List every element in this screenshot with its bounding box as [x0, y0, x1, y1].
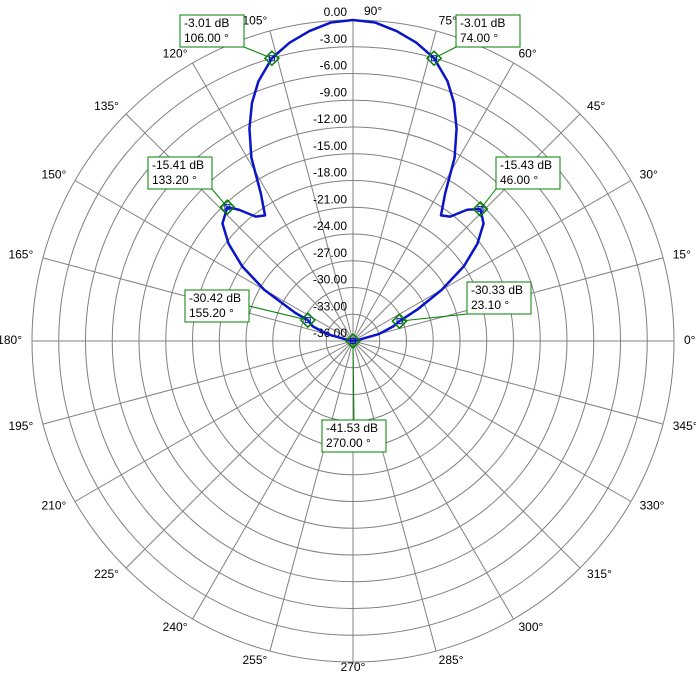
grid-spoke	[192, 340, 354, 620]
angle-label: 180°	[0, 333, 22, 347]
marker-center	[304, 317, 311, 324]
grid-spoke	[352, 113, 581, 342]
marker	[219, 199, 236, 216]
marker-center	[477, 206, 484, 213]
angle-label: 240°	[163, 620, 188, 634]
marker-center	[224, 204, 231, 211]
marker-box	[184, 289, 250, 323]
r-tick-label: -33.00	[313, 299, 347, 313]
r-tick-label: -15.00	[313, 139, 347, 153]
marker	[426, 50, 443, 67]
angle-label: 300°	[519, 620, 544, 634]
r-tick-label: -21.00	[313, 192, 347, 206]
r-tick-label: -12.00	[313, 112, 347, 126]
angle-label: 165°	[8, 248, 33, 262]
r-tick-label: -27.00	[313, 246, 347, 260]
marker-center	[396, 318, 403, 325]
angle-label: 255°	[243, 653, 268, 667]
grid-spoke	[352, 340, 632, 502]
marker-angle-label: 270.00 °	[326, 436, 371, 450]
marker-db-label: -30.33 dB	[471, 283, 523, 297]
marker-angle-label: 133.20 °	[152, 173, 197, 187]
grid-spoke	[269, 30, 354, 342]
marker	[263, 50, 280, 67]
marker-leader	[352, 340, 355, 421]
angle-label: 75°	[439, 13, 457, 27]
grid-spoke	[352, 340, 581, 569]
marker-box	[321, 419, 387, 453]
angle-label: 0°	[684, 333, 696, 347]
marker-center	[268, 55, 275, 62]
r-tick-label: -6.00	[320, 59, 348, 73]
grid-spoke	[269, 340, 354, 652]
marker	[391, 313, 408, 330]
angle-label: 15°	[673, 248, 691, 262]
marker-db-label: -30.42 dB	[189, 291, 241, 305]
r-tick-label: -9.00	[320, 85, 348, 99]
r-tick-label: -30.00	[313, 273, 347, 287]
angle-label: 120°	[163, 47, 188, 61]
marker-center	[431, 55, 438, 62]
marker-angle-label: 155.20 °	[189, 306, 234, 320]
grid-spoke	[352, 340, 437, 652]
marker	[299, 312, 316, 329]
r-tick-label: 0.00	[324, 5, 348, 19]
grid-spoke	[352, 340, 514, 620]
grid-spoke	[74, 340, 354, 502]
marker-db-label: -15.43 dB	[500, 158, 552, 172]
angle-label: 90°	[364, 4, 382, 18]
grid-spoke	[352, 62, 514, 342]
angle-label: 45°	[587, 99, 605, 113]
marker-box	[147, 156, 213, 190]
angle-label: 135°	[94, 99, 119, 113]
r-tick-label: -18.00	[313, 166, 347, 180]
marker-db-label: -3.01 dB	[184, 16, 229, 30]
angle-label: 105°	[243, 13, 268, 27]
grid-spoke	[352, 180, 632, 342]
angle-label: 30°	[640, 168, 658, 182]
grid-spoke	[352, 340, 664, 425]
grid-spoke	[192, 62, 354, 342]
angle-label: 285°	[439, 653, 464, 667]
marker-db-label: -41.53 dB	[326, 421, 378, 435]
marker-box	[179, 14, 245, 48]
marker-center	[350, 338, 356, 344]
marker-angle-label: 74.00 °	[460, 31, 498, 45]
marker-angle-label: 23.10 °	[471, 298, 509, 312]
grid-spoke	[42, 340, 354, 425]
angle-label: 270°	[341, 660, 366, 674]
marker	[472, 201, 489, 218]
marker-leader	[243, 46, 273, 59]
angle-label: 60°	[519, 47, 537, 61]
marker-leader	[248, 305, 308, 321]
marker-leader	[211, 188, 228, 208]
r-tick-label: -24.00	[313, 219, 347, 233]
pattern-line	[221, 18, 485, 343]
angle-label: 225°	[94, 567, 119, 581]
marker-box	[455, 14, 521, 48]
r-tick-label: -3.00	[320, 32, 348, 46]
angle-label: 345°	[673, 419, 696, 433]
angle-label: 210°	[42, 499, 67, 513]
angle-label: 315°	[587, 567, 612, 581]
marker-box	[495, 156, 561, 190]
marker-leader	[433, 46, 457, 59]
grid-spoke	[125, 113, 354, 342]
grid-spoke	[352, 30, 437, 342]
angle-label: 330°	[640, 499, 665, 513]
grid-spoke	[125, 340, 354, 569]
marker-db-label: -15.41 dB	[152, 158, 204, 172]
marker-angle-label: 46.00 °	[500, 173, 538, 187]
marker-box	[466, 281, 532, 315]
angle-label: 195°	[8, 419, 33, 433]
angle-label: 150°	[42, 168, 67, 182]
marker-db-label: -3.01 dB	[460, 16, 505, 30]
marker-angle-label: 106.00 °	[184, 31, 229, 45]
marker	[344, 332, 362, 350]
marker-leader	[399, 313, 468, 322]
